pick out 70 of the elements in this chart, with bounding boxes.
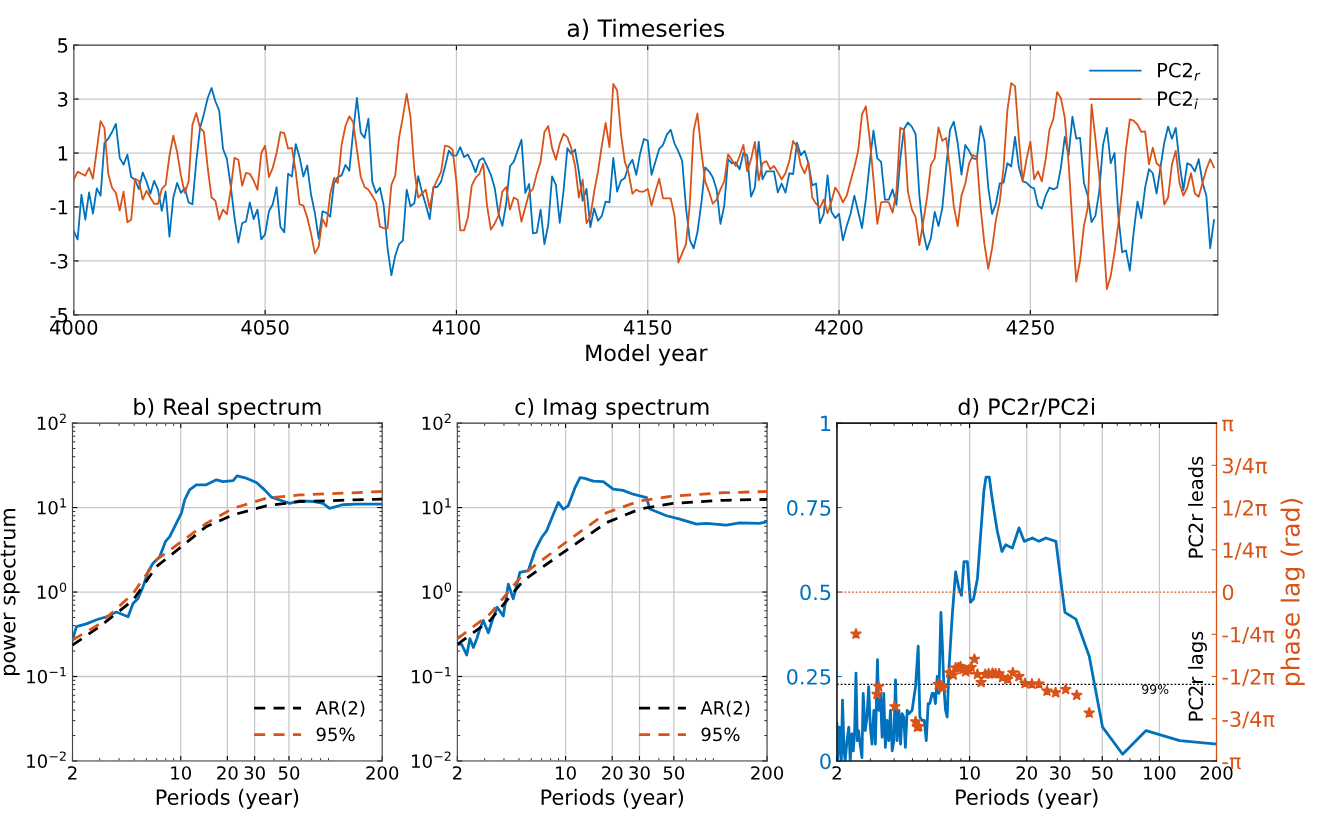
x-tick-label: 4200 [815,320,863,335]
y-tick-label: -1 [50,200,68,215]
legend-label: 95% [701,727,740,742]
x-axis-title: Model year [586,344,708,366]
x-tick-label: 100 [1144,766,1176,780]
y-tick-label: 10$^{1}$ [37,498,66,515]
y-tick-label: 10$^{0}$ [422,582,452,600]
annotation: 99% [1142,684,1169,694]
x-tick-label: 50 [278,766,300,780]
y-tick-label: 10$^{1}$ [422,498,451,515]
x-tick-label: 2 [452,766,462,780]
y-tick-label: 1 [58,146,68,161]
y-tick-label: 0.25 [787,668,831,685]
x-tick-label: 20 [602,766,623,780]
annotation: PC2r lags [1188,631,1207,721]
y-tick-label: 1 [821,415,831,432]
x-tick-label: 4100 [432,320,480,335]
y2-tick-label: π [1222,419,1234,432]
x-tick-label: 50 [663,766,685,780]
chart-title: b) Real spectrum [134,397,321,420]
y-tick-label: -3 [50,253,68,269]
x-tick-label: 20 [1016,766,1038,780]
x-tick-label: 50 [1092,766,1113,780]
x-tick-label: 2 [832,766,841,780]
y-tick-label: 0.5 [800,584,831,601]
legend-label: PC2$_{r}$ [1158,62,1201,81]
y-tick-label: 5 [58,38,68,53]
y-tick-label: 10$^{2}$ [422,413,451,431]
annotation: PC2r leads [1188,456,1204,558]
y-tick-label: 0.75 [787,500,831,516]
legend-label: AR(2) [700,700,750,717]
x-tick-label: 30 [629,766,650,780]
y2-axis-title: phase lag (rad) [1280,498,1305,685]
y-tick-label: 10$^{0}$ [37,582,67,600]
x-tick-label: 30 [244,766,265,780]
legend-label: 95% [316,727,355,742]
y2-tick-label: 3/4π [1222,457,1267,476]
y2-tick-label: -3/4π [1222,711,1275,729]
chart-title: d) PC2r/PC2i [958,397,1095,418]
x-tick-label: 2 [68,766,77,780]
y2-tick-label: 0 [1222,584,1234,601]
y2-tick-label: 1/2π [1223,500,1267,518]
chart-title: a) Timeseries [567,18,725,40]
x-tick-label: 4050 [241,320,289,335]
x-axis-title: Periods (year) [541,788,683,810]
x-tick-label: 10 [960,766,980,780]
y-tick-label: 10$^{−1}$ [27,667,66,684]
x-tick-label: 4150 [623,320,672,335]
y2-tick-label: -1/4π [1222,627,1275,645]
x-axis-title: Periods (year) [956,788,1098,810]
x-tick-label: 10 [171,766,192,780]
y-tick-label: 10$^{2}$ [37,413,66,431]
x-tick-label: 200 [751,766,784,780]
x-tick-label: 4250 [1006,320,1054,335]
y-tick-label: 3 [58,92,68,107]
chart-title: c) Imag spectrum [515,397,709,420]
x-tick-label: 20 [217,766,238,780]
x-axis-title: Periods (year) [156,788,299,810]
x-tick-label: 30 [1050,766,1071,780]
y2-tick-label: -1/2π [1222,668,1275,687]
x-tick-label: 10 [556,766,576,780]
y-axis-title: power spectrum [0,509,20,675]
x-tick-label: 200 [366,766,399,780]
y-tick-label: 10$^{−2}$ [27,751,66,768]
legend-label: PC2$_{i}$ [1158,91,1198,109]
y2-tick-label: 1/4π [1223,542,1267,560]
legend-label: AR(2) [315,700,365,717]
y-tick-label: 0 [820,753,831,770]
y-tick-label: 10$^{−2}$ [412,751,451,768]
y-tick-label: 10$^{−1}$ [412,667,451,684]
